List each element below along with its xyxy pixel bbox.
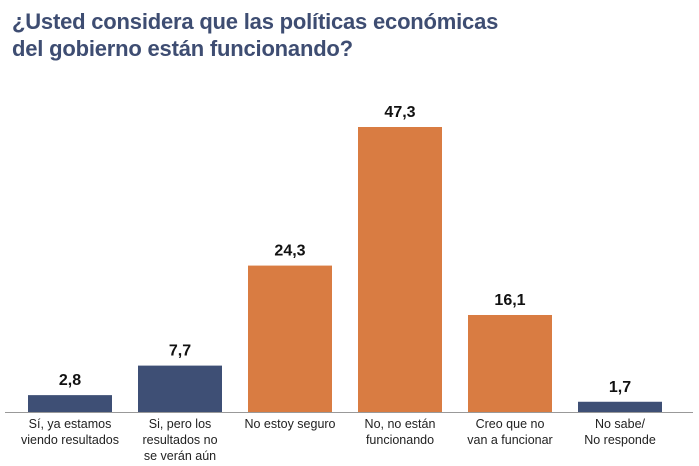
category-label: No estoy seguro xyxy=(244,417,335,431)
value-label: 47,3 xyxy=(384,104,415,121)
title-line-1: ¿Usted considera que las políticas econó… xyxy=(12,9,499,34)
value-label: 7,7 xyxy=(169,343,191,360)
category-label: viendo resultados xyxy=(21,433,119,447)
category-label: funcionando xyxy=(366,433,434,447)
chart-title: ¿Usted considera que las políticas econó… xyxy=(12,8,498,62)
category-label: No, no están xyxy=(365,417,436,431)
category-label: Creo que no xyxy=(476,417,545,431)
category-label: Sí, ya estamos xyxy=(29,417,112,431)
bar xyxy=(248,265,332,412)
bar xyxy=(578,401,662,412)
title-line-2: del gobierno están funcionando? xyxy=(12,36,353,61)
category-label: resultados no xyxy=(142,433,217,447)
category-label: van a funcionar xyxy=(467,433,552,447)
category-label: No sabe/ xyxy=(595,417,646,431)
category-label: Si, pero los xyxy=(149,417,212,431)
value-label: 2,8 xyxy=(59,372,81,389)
bar xyxy=(138,365,222,412)
category-label: No responde xyxy=(584,433,656,447)
value-label: 1,7 xyxy=(609,379,631,396)
value-label: 24,3 xyxy=(274,243,305,260)
value-label: 16,1 xyxy=(494,292,525,309)
bar xyxy=(358,127,442,412)
category-label: se verán aún xyxy=(144,449,216,463)
bar xyxy=(468,314,552,412)
bar xyxy=(28,395,112,412)
